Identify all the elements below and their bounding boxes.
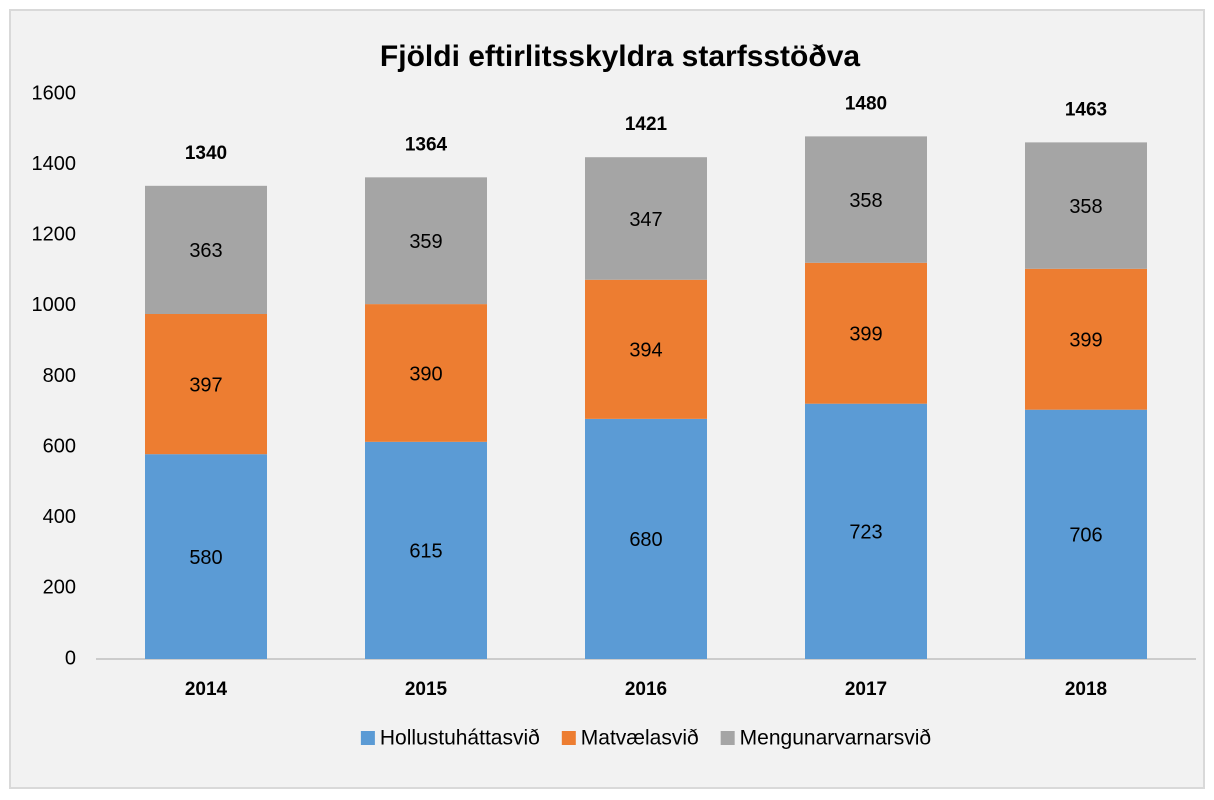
total-label: 1463	[1065, 99, 1107, 120]
x-tick-label: 2018	[1065, 679, 1107, 700]
data-label: 399	[1069, 330, 1102, 352]
x-tick-label: 2016	[625, 679, 667, 700]
y-tick-label: 1200	[32, 224, 77, 246]
x-tick-label: 2017	[845, 679, 887, 700]
total-label: 1421	[625, 114, 668, 135]
bar-segment	[145, 185, 267, 314]
data-label: 358	[849, 190, 882, 212]
data-label: 397	[189, 374, 222, 396]
legend-label: Mengunarvarnarsvið	[740, 727, 931, 750]
bar-segment	[365, 304, 487, 442]
total-label: 1480	[845, 93, 887, 114]
bar-segment	[805, 136, 927, 263]
total-label: 1364	[405, 134, 448, 155]
legend: Hollustuháttasvið Matvælasvið Mengunarvarn…	[360, 727, 931, 750]
bar-segment	[805, 262, 927, 404]
bar-segment	[365, 441, 487, 659]
data-label: 358	[1069, 196, 1102, 218]
y-tick-label: 600	[43, 435, 76, 457]
data-label: 399	[849, 324, 882, 346]
data-label: 615	[409, 541, 442, 563]
y-tick-label: 200	[43, 577, 76, 599]
total-label: 1340	[185, 143, 227, 164]
data-label: 680	[629, 529, 662, 551]
bar-segment	[585, 157, 707, 280]
bar-segment	[365, 177, 487, 305]
data-label: 347	[629, 209, 662, 231]
bar-segment	[585, 279, 707, 419]
bar-segment	[1025, 409, 1147, 659]
data-label: 723	[849, 522, 882, 544]
data-label: 394	[629, 340, 662, 362]
data-label: 580	[189, 547, 222, 569]
legend-swatch	[720, 731, 735, 745]
bar-segment	[145, 454, 267, 659]
data-label: 706	[1069, 525, 1102, 547]
x-tick-label: 2014	[185, 679, 228, 700]
y-tick-label: 1600	[32, 82, 77, 104]
data-label: 363	[189, 240, 222, 262]
y-tick-label: 800	[43, 365, 76, 387]
bar-segment	[805, 403, 927, 659]
y-tick-label: 1400	[32, 153, 77, 175]
y-tick-label: 1000	[32, 294, 77, 316]
legend-label: Hollustuháttasvið	[380, 727, 540, 750]
data-label: 390	[409, 363, 442, 385]
x-tick-label: 2015	[405, 679, 448, 700]
bar-segment	[1025, 268, 1147, 410]
chart-title: Fjöldi eftirlitsskyldra starfsstöðva	[380, 40, 860, 73]
bar-segment	[145, 313, 267, 455]
bar-segment	[1025, 142, 1147, 269]
data-label: 359	[409, 231, 442, 253]
y-tick-label: 400	[43, 506, 76, 528]
y-tick-label: 0	[65, 647, 76, 669]
legend-label: Matvælasvið	[581, 727, 699, 750]
legend-swatch	[561, 731, 576, 745]
bar-segment	[585, 418, 707, 659]
legend-swatch	[360, 731, 375, 745]
